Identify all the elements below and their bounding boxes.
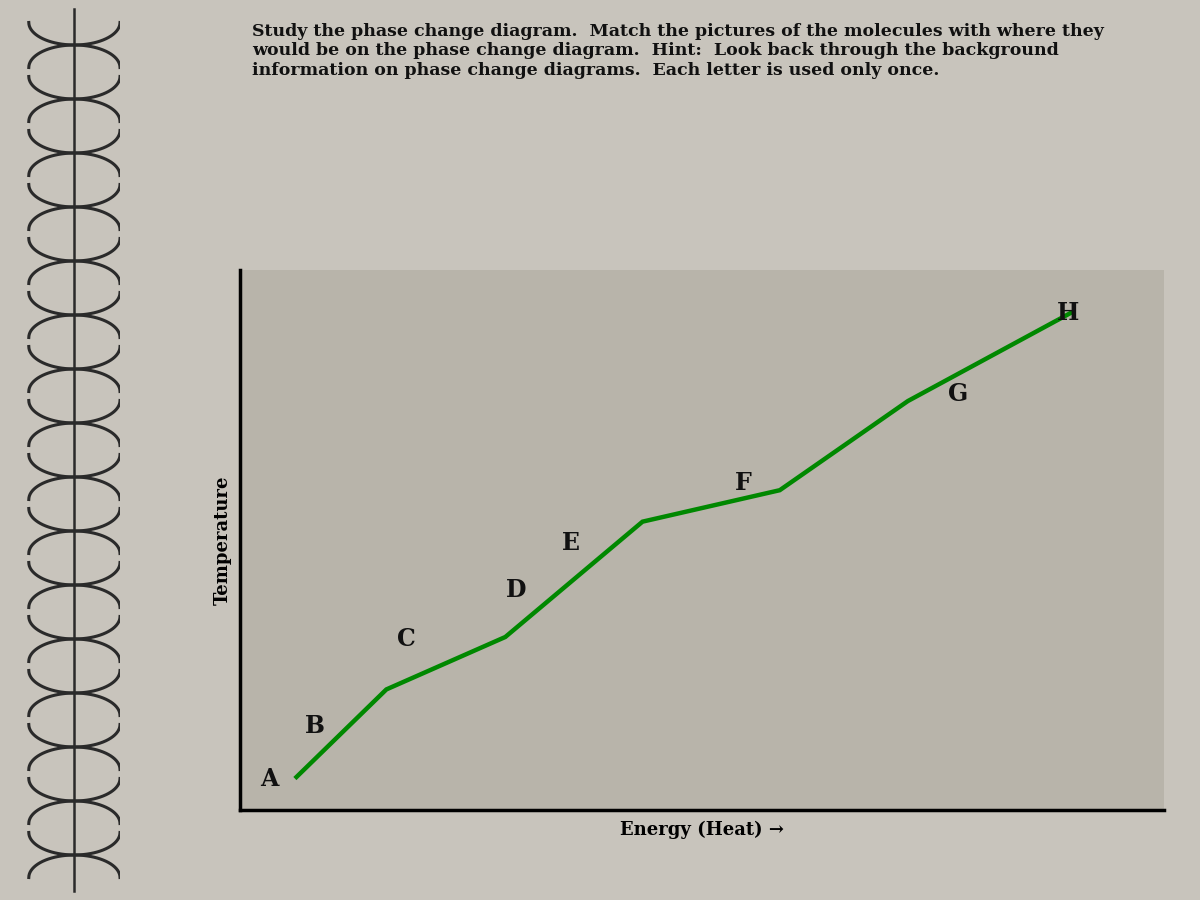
Text: F: F (734, 472, 751, 495)
Text: Study the phase change diagram.  Match the pictures of the molecules with where : Study the phase change diagram. Match th… (252, 22, 1104, 78)
Text: H: H (1057, 301, 1079, 325)
Text: G: G (948, 382, 968, 406)
X-axis label: Energy (Heat) →: Energy (Heat) → (620, 821, 784, 840)
Text: C: C (397, 626, 416, 651)
Text: A: A (260, 767, 278, 790)
Text: D: D (506, 578, 527, 602)
Text: E: E (562, 531, 580, 554)
Text: B: B (305, 714, 325, 738)
Y-axis label: Temperature: Temperature (214, 475, 232, 605)
